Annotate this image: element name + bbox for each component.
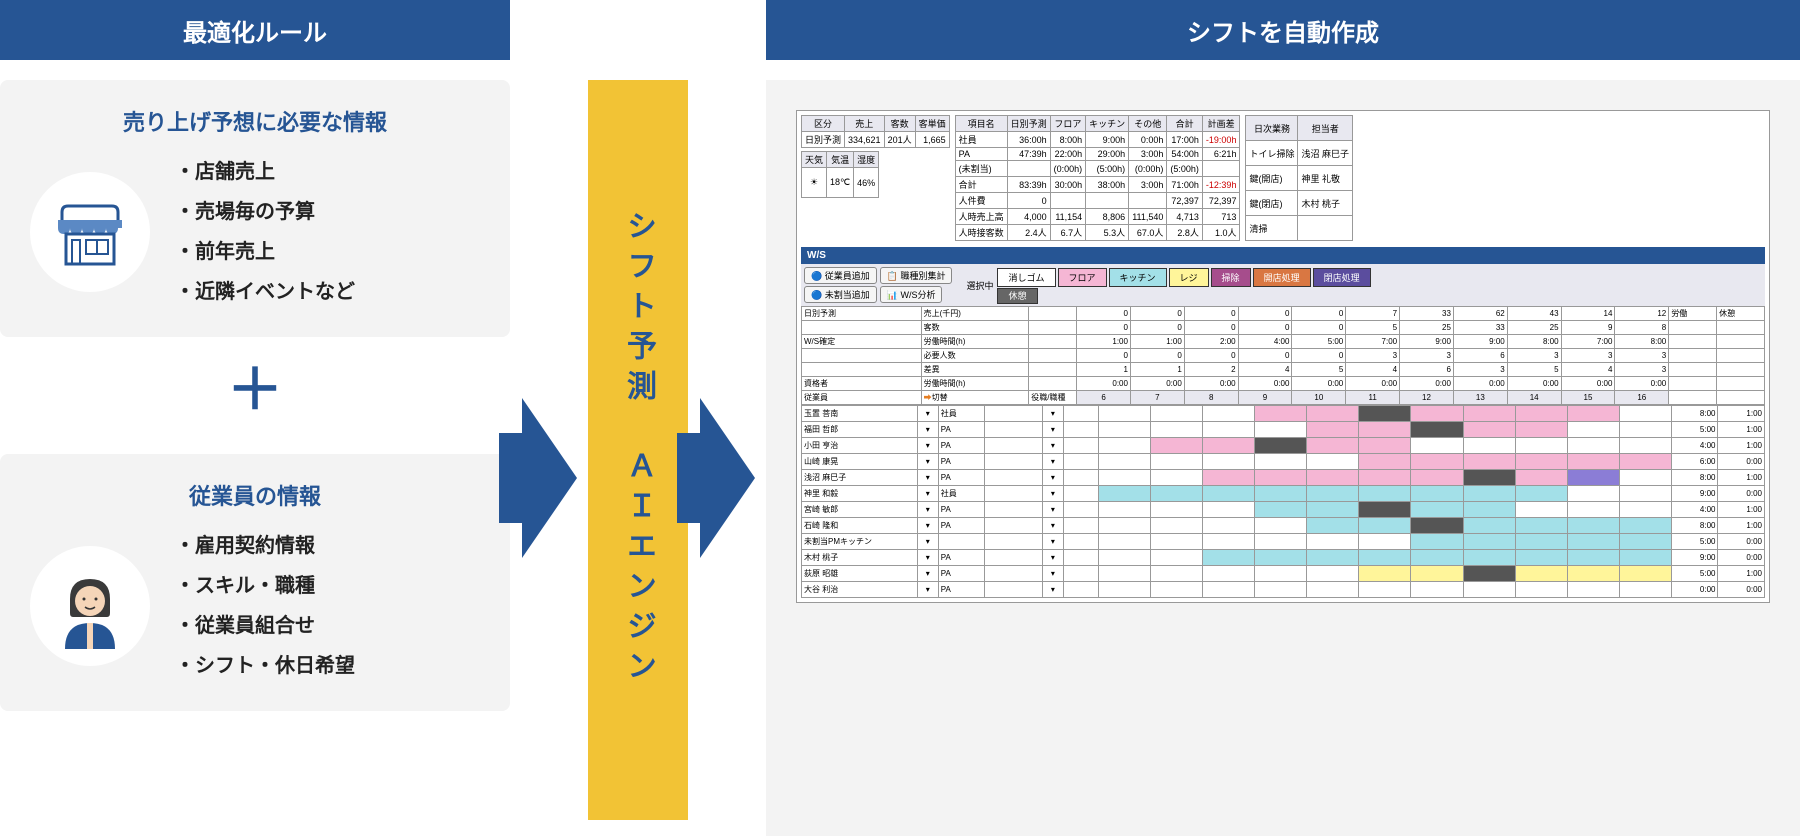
tag-break[interactable]: 休憩 [997, 288, 1037, 304]
list-item: ・従業員組合せ [175, 606, 355, 646]
list-item: ・店舗売上 [175, 152, 355, 192]
ws-analysis-button[interactable]: 📊 W/S分析 [880, 286, 943, 303]
ai-engine-panel: シフト予測 ＡＩエンジン [588, 80, 688, 820]
employee-info-card: 従業員の情報 ・雇用契約情報 ・スキル・職種 [0, 454, 510, 711]
list-item: ・前年売上 [175, 232, 355, 272]
arrow-2 [688, 0, 766, 836]
tag-clean[interactable]: 掃除 [1211, 268, 1251, 287]
selecting-label: 選択中 [966, 279, 993, 292]
items-table: 項目名日別予測フロアキッチンその他合計計画差社員36:00h8:00h9:00h… [955, 115, 1241, 241]
add-unassigned-button[interactable]: 🔵 未割当追加 [804, 286, 877, 303]
sales-info-card: 売り上げ予想に必要な情報 ・店舗売上 ・売場毎の予算 [0, 80, 510, 337]
job-summary-button[interactable]: 📋 職種別集計 [880, 267, 953, 284]
ai-engine-label: シフト予測 ＡＩエンジン [616, 210, 660, 690]
add-employee-button[interactable]: 🔵 従業員追加 [804, 267, 877, 284]
tag-open[interactable]: 開店処理 [1253, 268, 1311, 287]
employee-card-title: 従業員の情報 [30, 479, 480, 511]
right-panel: シフトを自動作成 区分 売上 客数 客単価 [766, 0, 1800, 836]
list-item: ・売場毎の予算 [175, 192, 355, 232]
gantt-grid: 玉置 菩南▾社員▾8:001:00福田 哲郎▾PA▾5:001:00小田 亨治▾… [801, 405, 1765, 598]
schedule-window: 区分 売上 客数 客単価 日別予測 334,621 201人 1,665 [796, 110, 1770, 603]
store-icon [30, 172, 150, 292]
tag-eraser[interactable]: 消しゴム [997, 268, 1055, 287]
tag-register[interactable]: レジ [1169, 268, 1209, 287]
employee-bullets: ・雇用契約情報 ・スキル・職種 ・従業員組合せ ・シフト・休日希望 [175, 526, 355, 686]
tag-kitchen[interactable]: キッチン [1109, 268, 1167, 287]
sun-icon: ☀ [802, 168, 827, 198]
tag-floor[interactable]: フロア [1058, 268, 1107, 287]
sales-card-title: 売り上げ予想に必要な情報 [30, 105, 480, 137]
sales-bullets: ・店舗売上 ・売場毎の予算 ・前年売上 ・近隣イベントなど [175, 152, 355, 312]
ws-bar: W/S [801, 247, 1765, 264]
forecast-grid: 日別予測売上(千円)0000073362431412労働休憩客数00000525… [801, 306, 1765, 405]
arrow-1 [510, 0, 588, 836]
person-icon [30, 546, 150, 666]
list-item: ・シフト・休日希望 [175, 646, 355, 686]
list-item: ・雇用契約情報 [175, 526, 355, 566]
left-panel: 最適化ルール 売り上げ予想に必要な情報 ・店舗売上 [0, 0, 510, 836]
daily-table: 日次業務担当者トイレ掃除浅沼 麻巳子鍵(開店)神里 礼敬鍵(閉店)木村 桃子清掃 [1245, 115, 1353, 241]
weather-table: 天気 気温 湿度 ☀ 18℃ 46% [801, 151, 879, 198]
toolbar: 🔵 従業員追加 📋 職種別集計 🔵 未割当追加 📊 W/S分析 選択中 消しゴム… [801, 264, 1765, 306]
summary-table: 区分 売上 客数 客単価 日別予測 334,621 201人 1,665 [801, 115, 950, 148]
right-header: シフトを自動作成 [766, 0, 1800, 60]
plus-icon: ＋ [0, 345, 510, 426]
list-item: ・近隣イベントなど [175, 272, 355, 312]
tag-close[interactable]: 閉店処理 [1313, 268, 1371, 287]
left-header: 最適化ルール [0, 0, 510, 60]
schedule-container: 区分 売上 客数 客単価 日別予測 334,621 201人 1,665 [766, 80, 1800, 836]
list-item: ・スキル・職種 [175, 566, 355, 606]
